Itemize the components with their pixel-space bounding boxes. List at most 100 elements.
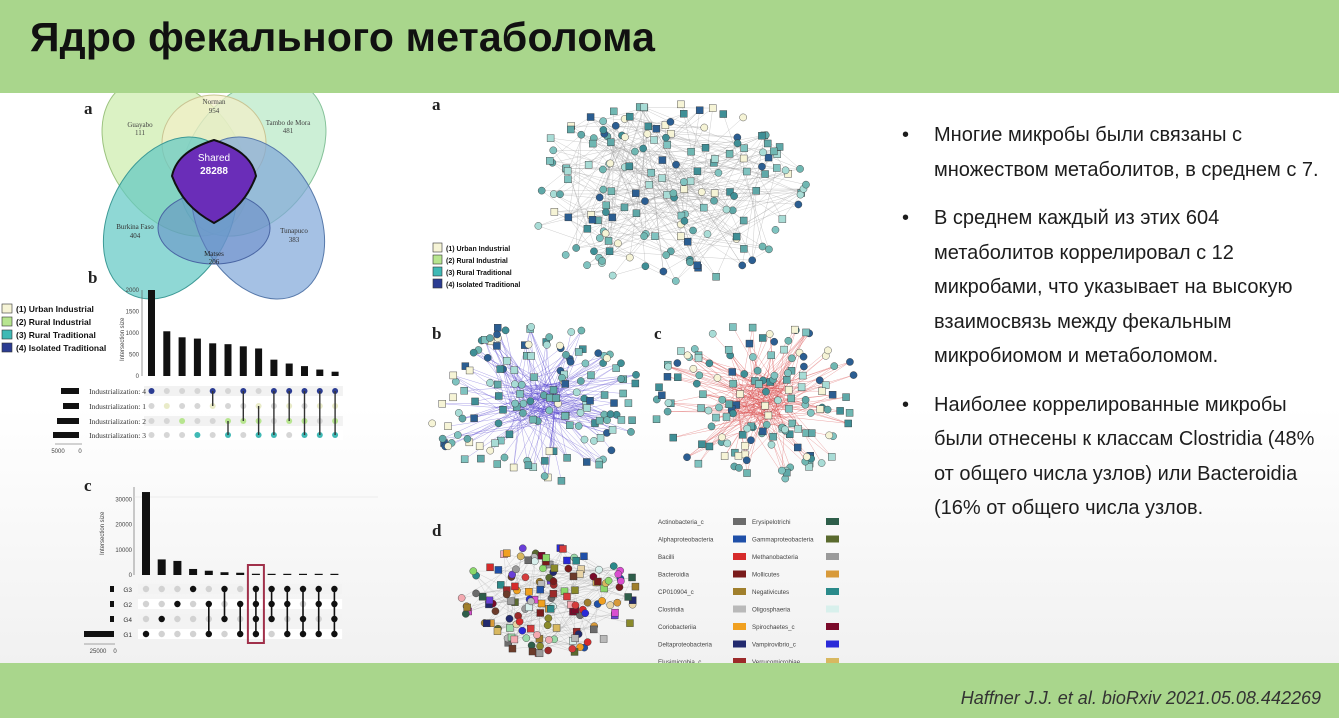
intersection-bar [239,346,247,376]
network-node [764,153,773,162]
network-node [734,452,743,460]
network-node [608,271,617,280]
network-node [525,587,533,596]
network-node [740,370,749,378]
tick-label: 1000 [126,331,140,337]
network-node [753,366,762,375]
network-node [628,416,636,424]
set-row-label: G2 [123,602,132,609]
taxa-legend-label: Bacteroidia [658,572,690,579]
network-node [720,452,729,460]
network-node [508,644,517,653]
network-edge [533,402,545,468]
network-node [625,162,634,170]
network-node [614,570,623,579]
network-node [663,141,672,149]
network-node [543,341,551,349]
network-node [765,330,774,338]
legend-label: (1) Urban Industrial [16,304,94,314]
matrix-dot [209,432,216,438]
network-node [729,409,737,418]
network-node [458,414,467,423]
network-edge [529,328,551,395]
network-node [451,377,460,386]
network-node [608,426,617,434]
network-edge [550,137,645,237]
matrix-dot [189,585,197,593]
network-edge [497,338,514,408]
network-node [583,458,591,466]
legend-label: (4) Isolated Traditional [16,343,106,353]
network-edge [553,387,624,394]
network-node [683,453,691,462]
venn-shared-count: 28288 [200,166,228,177]
taxa-legend-swatch [826,553,839,560]
taxa-legend-swatch [826,535,839,543]
network-edge [523,395,600,421]
venn-count-burkina: 404 [130,232,141,240]
network-edge [508,591,565,643]
network-edge [759,333,810,399]
network-edge [610,142,727,210]
matrix-dot [189,600,197,608]
network-node [608,213,617,222]
network-edge [621,135,777,169]
legend-label: (4) Isolated Traditional [446,282,520,289]
network-edge [650,172,664,272]
network-node [672,160,680,169]
network-edge [665,137,730,155]
intersection-bar [220,572,229,575]
network-node [463,603,471,612]
intersection-bar [142,492,150,575]
network-edge [680,135,763,225]
network-edge [469,417,519,443]
intersection-bar [148,290,155,376]
matrix-dot [179,432,186,438]
intersection-bar [285,363,293,376]
network-edge [689,184,807,261]
network-node [483,353,492,362]
network-node [736,390,744,398]
network-edge [447,415,515,427]
matrix-dot [225,388,231,394]
matrix-dot [252,585,260,593]
network-edge [742,249,770,266]
network-node [748,256,757,265]
network-edge [484,339,512,418]
network-edge [464,408,540,460]
network-node [455,409,463,417]
network-node [791,325,799,334]
network-edge [490,341,526,411]
network-node [563,592,571,601]
set-row-label: Industrialization: 4 [89,387,146,396]
network-node [605,247,614,255]
network-node [584,161,593,169]
network-node [836,407,844,415]
matrix-dot [148,432,155,438]
network-node [686,258,694,266]
taxa-legend-swatch [826,640,839,648]
network-edge [721,391,775,438]
network-node [726,188,734,196]
network-edge [778,396,847,407]
network-node [735,464,743,472]
venn-label-burkina: Burkina Faso [116,223,154,231]
network-node [486,379,494,387]
intersection-bar [163,331,171,376]
network-edge [590,116,705,128]
taxa-legend-swatch [733,570,746,578]
network-node [549,577,558,586]
network-edge [610,163,717,277]
network-edge [508,326,532,405]
network-node [546,134,555,142]
network-node [599,126,608,134]
network-node [802,180,810,189]
network-node [849,371,858,379]
network-node [580,435,589,444]
network-edge [567,170,600,258]
network-node [536,609,545,617]
matrix-dot [163,418,170,424]
network-node [486,563,494,572]
network-node [669,189,678,197]
network-node [628,573,636,582]
